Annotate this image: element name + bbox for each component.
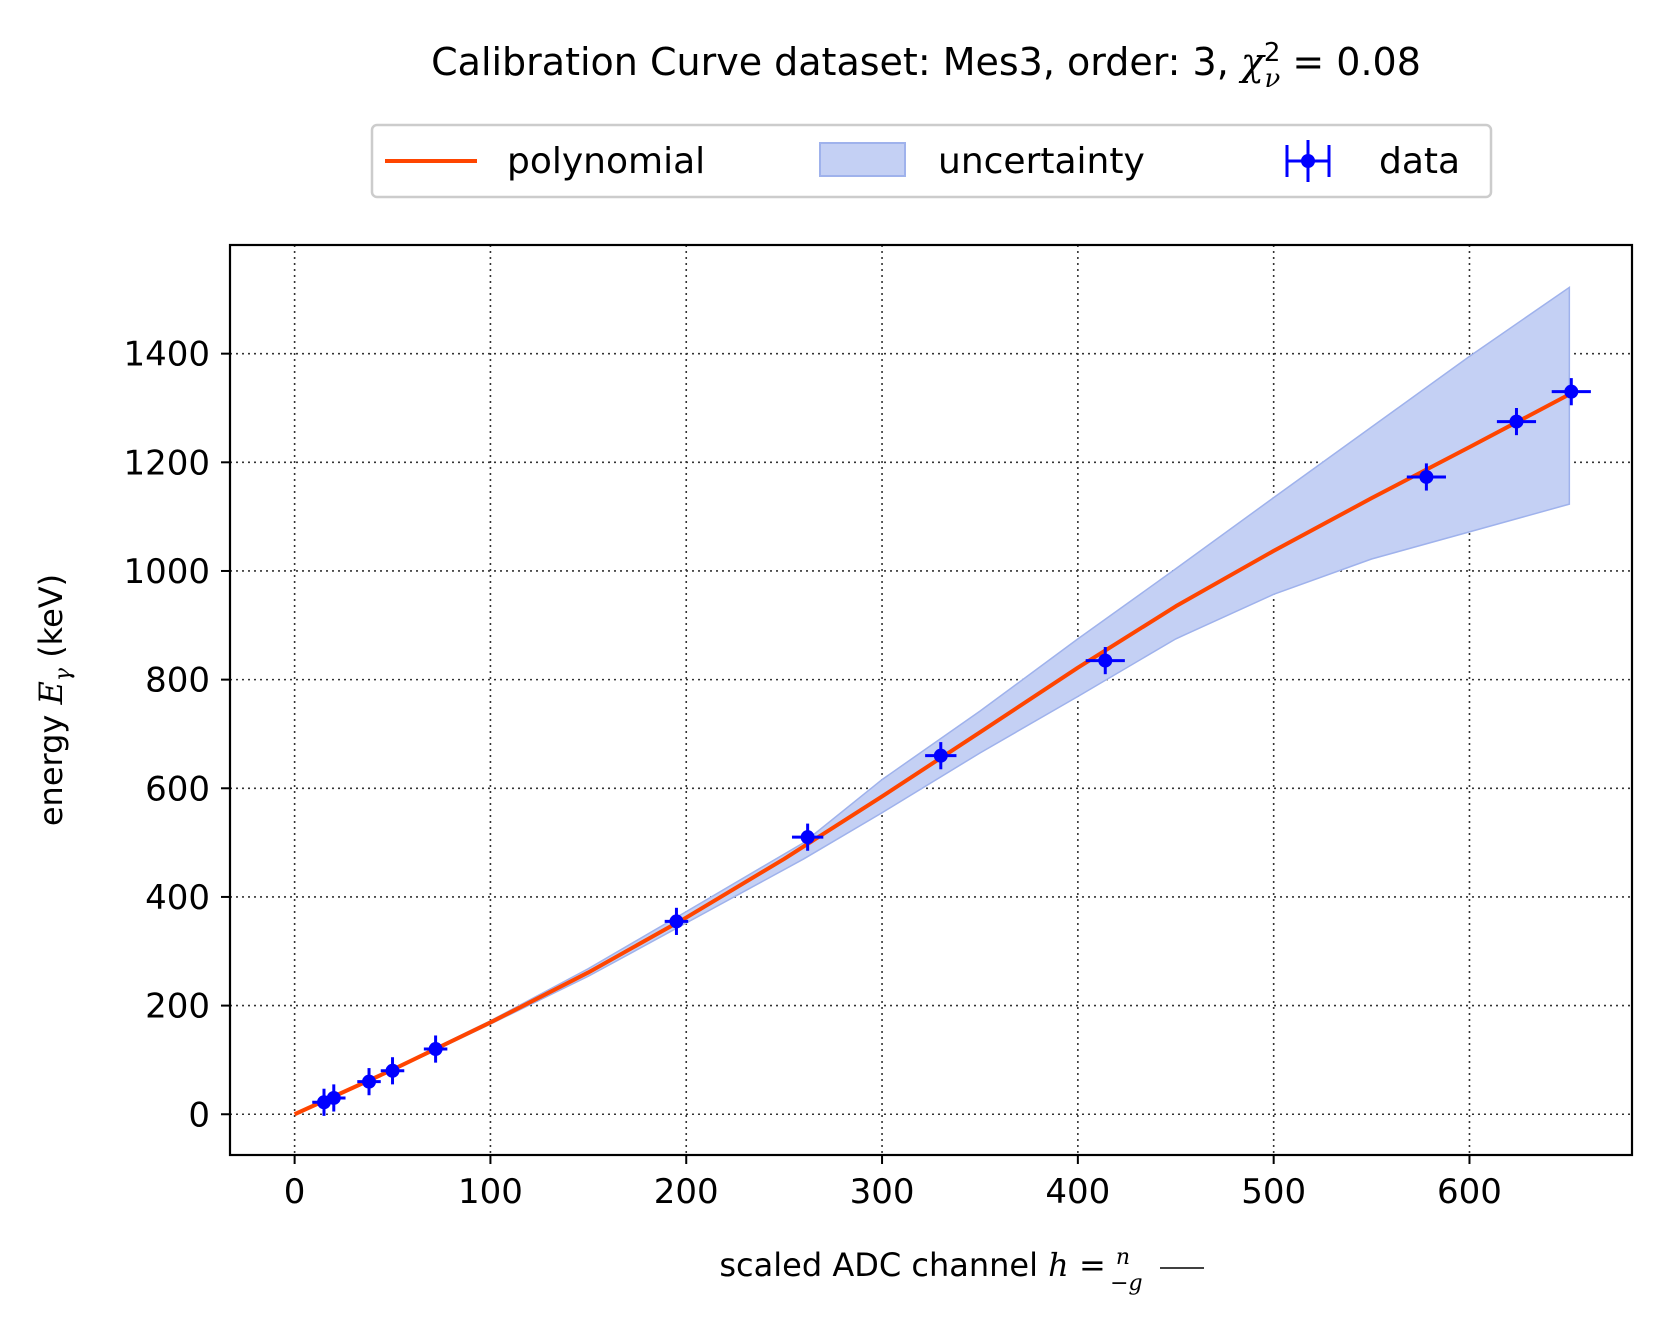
y-tick-label: 800 — [145, 661, 210, 701]
legend-uncertainty-label: uncertainty — [938, 141, 1145, 182]
data-point — [925, 742, 957, 770]
x-axis-label: scaled ADC channel h = n −g — [719, 1245, 1142, 1296]
data-point — [423, 1035, 448, 1063]
y-tick-label: 1000 — [123, 552, 210, 592]
x-tick-label: 600 — [1437, 1172, 1502, 1212]
x-tick-label: 0 — [284, 1172, 306, 1212]
legend-data-swatch — [1285, 140, 1331, 182]
y-tick-label: 1200 — [123, 443, 210, 483]
plot-area: 0 100 200 300 400 500 600 0 200 400 600 800 1000 120… — [123, 243, 1634, 1212]
y-axis-ticks: 0 200 400 600 800 1000 1200 1400 — [123, 335, 230, 1135]
axes-frame — [228, 243, 1634, 1157]
y-tick-label: 600 — [145, 769, 210, 809]
data-point — [1496, 407, 1537, 436]
data-point — [322, 1084, 346, 1112]
legend-data-label: data — [1379, 141, 1460, 182]
chart-title: Calibration Curve dataset: Mes3, order: … — [431, 38, 1421, 94]
y-axis-label: energy Eγ (keV) — [32, 574, 76, 826]
data-point — [380, 1057, 405, 1085]
polynomial-curve — [293, 392, 1571, 1117]
y-tick-label: 1400 — [123, 335, 210, 375]
data-points — [312, 378, 1591, 1116]
data-point — [664, 907, 689, 935]
x-tick-label: 500 — [1241, 1172, 1306, 1212]
polynomial-line — [293, 392, 1571, 1117]
legend: polynomial uncertainty data — [370, 123, 1493, 199]
x-tick-label: 300 — [850, 1172, 915, 1212]
x-axis-ticks: 0 100 200 300 400 500 600 — [284, 1155, 1502, 1212]
y-tick-label: 200 — [145, 987, 210, 1027]
data-point — [357, 1068, 381, 1096]
x-tick-label: 200 — [654, 1172, 719, 1212]
data-point — [1085, 647, 1125, 675]
data-point — [1406, 463, 1446, 491]
data-point — [791, 823, 824, 851]
x-tick-label: 400 — [1045, 1172, 1110, 1212]
legend-polynomial-label: polynomial — [507, 141, 705, 182]
y-tick-label: 400 — [145, 878, 210, 918]
x-tick-label: 100 — [458, 1172, 523, 1212]
data-point — [1551, 378, 1591, 406]
y-tick-label: 0 — [188, 1095, 210, 1135]
legend-frame — [370, 123, 1493, 199]
legend-uncertainty-swatch — [819, 142, 906, 177]
